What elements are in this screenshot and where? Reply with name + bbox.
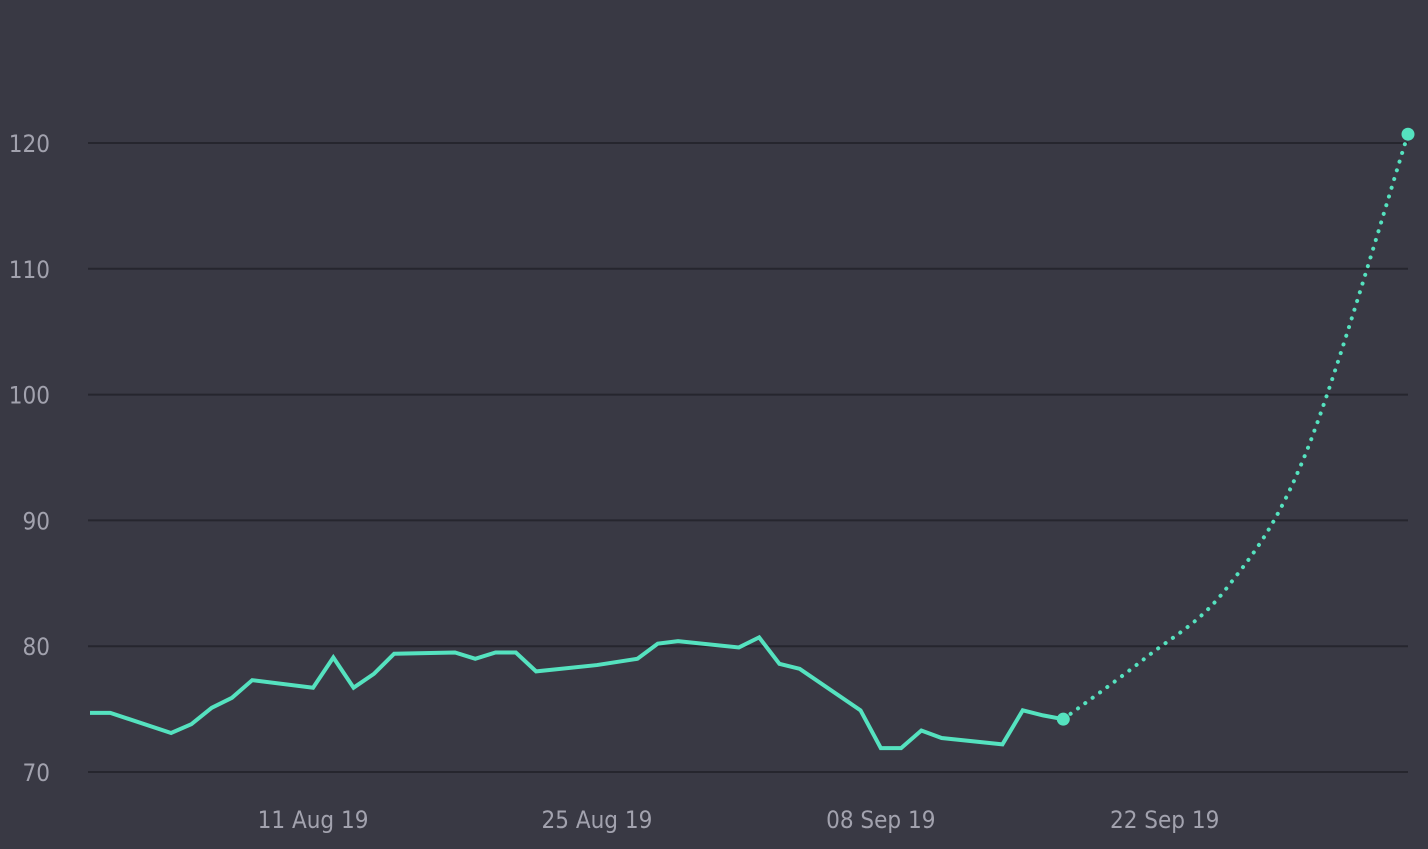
x-tick-label: 22 Sep 19: [1110, 806, 1219, 834]
data-point[interactable]: [1056, 712, 1070, 726]
highlighted-points: [1056, 127, 1415, 726]
series-line: [90, 634, 1064, 751]
x-tick-label: 08 Sep 19: [826, 806, 935, 834]
projection-line: [1061, 132, 1410, 722]
x-tick-label: 25 Aug 19: [542, 806, 653, 834]
y-tick-label: 100: [9, 382, 50, 410]
y-tick-label: 80: [23, 633, 50, 661]
x-axis-ticks: 11 Aug 19 25 Aug 19 08 Sep 19 22 Sep 19: [258, 806, 1220, 834]
y-tick-label: 70: [23, 759, 50, 787]
y-tick-label: 90: [23, 507, 50, 535]
gridlines: [88, 142, 1408, 773]
y-axis-ticks: 70 80 90 100 110 120: [9, 130, 50, 787]
data-point[interactable]: [1401, 127, 1415, 141]
series: [90, 132, 1410, 751]
y-tick-label: 110: [9, 256, 50, 284]
y-tick-label: 120: [9, 130, 50, 158]
x-tick-label: 11 Aug 19: [258, 806, 369, 834]
